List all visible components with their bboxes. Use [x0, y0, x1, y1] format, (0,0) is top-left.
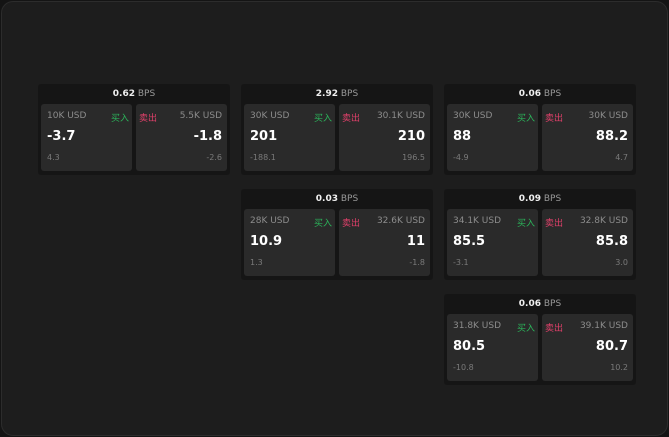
buy-label: 买入: [516, 114, 535, 124]
spread-unit: BPS: [137, 89, 156, 99]
sell-price: 85.8: [595, 234, 628, 249]
sell-label: 卖出: [545, 114, 564, 124]
buy-card[interactable]: 28K USD 买入 10.9 1.3: [244, 209, 335, 276]
sell-price: 210: [397, 129, 425, 144]
buy-label: 买入: [516, 219, 535, 229]
sell-quantity: 32.6K USD: [376, 216, 425, 226]
buy-card[interactable]: 30K USD 买入 88 -4.9: [447, 104, 538, 171]
buy-price: 80.5: [453, 339, 486, 354]
sell-label: 卖出: [545, 219, 564, 229]
sell-label: 卖出: [342, 219, 361, 229]
sell-change: 3.0: [615, 258, 628, 267]
sell-price: 11: [406, 234, 425, 249]
spread-value: 2.92: [315, 89, 338, 99]
spread-value: 0.62: [112, 89, 135, 99]
buy-label: 买入: [516, 324, 535, 334]
sell-label: 卖出: [342, 114, 361, 124]
spread-value: 0.03: [315, 194, 338, 204]
sell-card[interactable]: 卖出 32.8K USD 85.8 3.0: [542, 209, 633, 276]
spread-header: 0.62 BPS: [38, 84, 230, 104]
sell-card[interactable]: 卖出 5.5K USD -1.8 -2.6: [136, 104, 227, 171]
spread-unit: BPS: [543, 89, 562, 99]
buy-label: 买入: [313, 114, 332, 124]
sell-change: 196.5: [402, 153, 425, 162]
buy-price: 10.9: [250, 234, 283, 249]
sell-quantity: 30K USD: [588, 111, 628, 121]
spread-header: 0.06 BPS: [444, 294, 636, 314]
buy-change: 4.3: [47, 153, 60, 162]
sell-quantity: 5.5K USD: [179, 111, 222, 121]
buy-price: -3.7: [47, 129, 76, 144]
quote-widget: 0.62 BPS 10K USD 买入 -3.7 4.3 卖出 5.5K USD…: [38, 84, 230, 175]
buy-price: 201: [250, 129, 278, 144]
buy-card[interactable]: 30K USD 买入 201 -188.1: [244, 104, 335, 171]
sell-change: 10.2: [610, 363, 628, 372]
buy-change: -3.1: [453, 258, 469, 267]
sell-card[interactable]: 卖出 30.1K USD 210 196.5: [339, 104, 430, 171]
spread-unit: BPS: [340, 89, 359, 99]
buy-quantity: 30K USD: [453, 111, 493, 121]
quote-widget: 0.06 BPS 30K USD 买入 88 -4.9 卖出 30K USD 8…: [444, 84, 636, 175]
quote-widget: 0.09 BPS 34.1K USD 买入 85.5 -3.1 卖出 32.8K…: [444, 189, 636, 280]
sell-card[interactable]: 卖出 39.1K USD 80.7 10.2: [542, 314, 633, 381]
sell-label: 卖出: [545, 324, 564, 334]
buy-label: 买入: [110, 114, 129, 124]
quote-widget: 0.03 BPS 28K USD 买入 10.9 1.3 卖出 32.6K US…: [241, 189, 433, 280]
buy-quantity: 34.1K USD: [453, 216, 502, 226]
spread-unit: BPS: [543, 194, 562, 204]
spread-value: 0.06: [518, 89, 541, 99]
buy-label: 买入: [313, 219, 332, 229]
buy-card[interactable]: 34.1K USD 买入 85.5 -3.1: [447, 209, 538, 276]
sell-change: -2.6: [206, 153, 222, 162]
buy-change: -10.8: [453, 363, 474, 372]
buy-card[interactable]: 10K USD 买入 -3.7 4.3: [41, 104, 132, 171]
spread-header: 0.09 BPS: [444, 189, 636, 209]
buy-change: -4.9: [453, 153, 469, 162]
sell-price: -1.8: [193, 129, 222, 144]
sell-change: -1.8: [409, 258, 425, 267]
buy-price: 85.5: [453, 234, 486, 249]
sell-change: 4.7: [615, 153, 628, 162]
buy-quantity: 30K USD: [250, 111, 290, 121]
spread-value: 0.09: [518, 194, 541, 204]
spread-value: 0.06: [518, 299, 541, 309]
buy-price: 88: [453, 129, 472, 144]
buy-change: -188.1: [250, 153, 276, 162]
buy-card[interactable]: 31.8K USD 买入 80.5 -10.8: [447, 314, 538, 381]
sell-card[interactable]: 卖出 30K USD 88.2 4.7: [542, 104, 633, 171]
buy-change: 1.3: [250, 258, 263, 267]
sell-quantity: 30.1K USD: [376, 111, 425, 121]
spread-unit: BPS: [543, 299, 562, 309]
spread-header: 0.03 BPS: [241, 189, 433, 209]
spread-header: 0.06 BPS: [444, 84, 636, 104]
sell-label: 卖出: [139, 114, 158, 124]
buy-quantity: 31.8K USD: [453, 321, 502, 331]
buy-quantity: 28K USD: [250, 216, 290, 226]
sell-price: 88.2: [595, 129, 628, 144]
sell-quantity: 39.1K USD: [579, 321, 628, 331]
quote-widget: 2.92 BPS 30K USD 买入 201 -188.1 卖出 30.1K …: [241, 84, 433, 175]
sell-card[interactable]: 卖出 32.6K USD 11 -1.8: [339, 209, 430, 276]
sell-quantity: 32.8K USD: [579, 216, 628, 226]
spread-unit: BPS: [340, 194, 359, 204]
sell-price: 80.7: [595, 339, 628, 354]
spread-header: 2.92 BPS: [241, 84, 433, 104]
quote-widget: 0.06 BPS 31.8K USD 买入 80.5 -10.8 卖出 39.1…: [444, 294, 636, 385]
buy-quantity: 10K USD: [47, 111, 87, 121]
